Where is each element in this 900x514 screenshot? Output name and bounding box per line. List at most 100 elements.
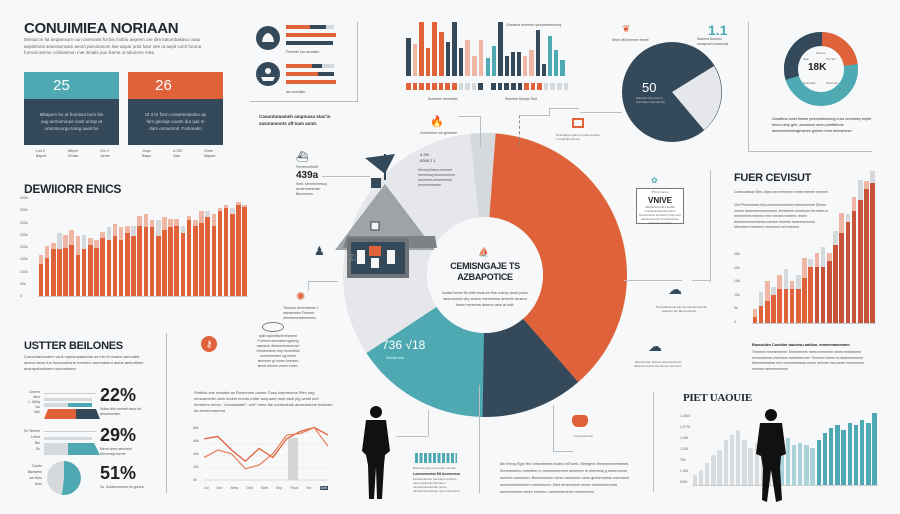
bar (458, 48, 464, 76)
demographics-y-axis: 400k 350k 300k 250k 200k 150k 100k 50k 0 (20, 196, 28, 298)
square-marker (530, 83, 536, 90)
sub-label: Bapom (204, 154, 216, 158)
stat-22-percent: 22% (100, 385, 137, 405)
y-tick: 0 (734, 319, 736, 324)
funnel-label: Cmmm (28, 390, 40, 394)
square-marker (556, 83, 562, 90)
purse-icon (572, 415, 588, 427)
bar (535, 30, 540, 76)
y-tick: 250k (20, 232, 28, 237)
bar (748, 447, 753, 485)
bar (711, 455, 716, 485)
bar (149, 227, 155, 296)
bar (764, 300, 770, 323)
square-marker (543, 83, 549, 90)
funnel-2-labels: Ttn Temrm Lfmm Bm Sc (18, 428, 40, 452)
y-tick: 1,0775 (680, 425, 691, 429)
line-chart-y-axis: 80k 60k 40k 20k 0k (193, 426, 199, 482)
x-tick: Faun (290, 486, 299, 490)
connector-line (549, 108, 550, 116)
sub-label: Baqm (142, 154, 152, 158)
funnel-label: Nu (35, 405, 40, 409)
bar (851, 211, 857, 323)
house-value: 439a (296, 170, 319, 181)
bottom-right-y-axis: 1,0000 1,0775 1,000 1,000 750 1,000 5000 (680, 414, 690, 484)
bar (180, 233, 186, 296)
bar (445, 42, 451, 76)
y-tick: 5000 (680, 480, 688, 484)
x-tick: Mnfr (260, 486, 268, 490)
square-marker (406, 83, 411, 90)
bar (560, 60, 565, 76)
bar (412, 44, 418, 76)
bar (548, 36, 553, 76)
bottom-left-intro: Comentarimotem oruil mpesmpaesofar ss tr… (24, 354, 144, 371)
square-marker (432, 83, 437, 90)
house-desc: Smb. Mmmnmmtuq aemenmmmdm Bmmmmm (296, 182, 327, 196)
bar (465, 40, 470, 76)
y-tick: 400k (20, 196, 28, 200)
sub-label: & 290 (173, 149, 183, 153)
line-chart-x-axis: Jul Mrv Mmp Dnk Mnfr Sep Faun Nrr Dnb (204, 486, 328, 490)
stat-card-1: 25 Mbapom bu ut frominut torm bin oug ae… (24, 72, 119, 145)
bottom-left-title: USTTER BEILONES (24, 340, 123, 352)
card-2-subs: Jmqu Baqm & 290 Sam Dmm Bapom (142, 149, 215, 159)
y-tick: 0k (193, 478, 197, 482)
key-badge-icon: ⚷ (201, 336, 217, 352)
bar (802, 278, 807, 323)
connector-line (308, 281, 309, 291)
bar (826, 261, 832, 323)
funnel-label: Ttn Temrm (23, 429, 40, 433)
icon-bars-panel: Fmembr fua ammstm aa ommoltm (250, 22, 358, 102)
stat-card-1-body: Mbapom bu ut frominut torm bin oug aemom… (24, 99, 119, 145)
stripe-label: Ptmmmm gm mm mmm mmmm (413, 466, 456, 470)
y-tick: 25k (734, 252, 740, 256)
y-tick: 80k (193, 426, 199, 430)
bar (742, 440, 747, 485)
top-bar-chart-right (486, 20, 566, 76)
bar (425, 48, 431, 76)
bar (771, 295, 776, 323)
bar (168, 227, 173, 296)
vnive-head: TTm mmmm (651, 190, 669, 194)
vnive-title: VNIVE (647, 196, 672, 205)
y-tick: 300k (20, 220, 28, 225)
top-bar-chart-left (406, 20, 486, 76)
bar (223, 208, 229, 296)
key-desc: aplm aplrmlbcft mhmmm Pommm smmatmt agmm… (256, 334, 300, 368)
bar (723, 440, 729, 485)
bar (112, 236, 118, 296)
bar (205, 217, 210, 296)
bar (186, 219, 192, 296)
square-marker (504, 83, 509, 90)
demographics-bar-chart (38, 180, 248, 297)
bar (517, 52, 522, 76)
bar (38, 263, 44, 296)
bar (193, 225, 198, 296)
pie-label: Csmfn (31, 464, 42, 468)
bar (828, 427, 834, 485)
top-slice-desc: Mmmq fmmm mmomr dmmmnq mmomommm mmmmm dm… (418, 168, 455, 187)
y-tick: 200k (20, 245, 28, 249)
bar (419, 22, 424, 76)
y-tick: 20k (734, 265, 740, 270)
x-tick: Jul (204, 486, 209, 490)
square-marker (485, 83, 490, 90)
x-tick: Dnb (319, 486, 328, 490)
y-tick: 750 (680, 458, 686, 462)
top-bars-right-title: Gmmmol mmmmr qmmdmmmmmq (506, 23, 562, 27)
bar (81, 249, 87, 296)
funnel-label: L. MMq (28, 400, 40, 404)
region-map-icon-2: ☁ (648, 338, 662, 354)
bar (174, 225, 180, 296)
square-marker (497, 83, 503, 90)
line-series (204, 426, 328, 470)
right-chart-desc: Vlsl Phmmmmm tmq mmmmmmmmm mmmmmmm Shmm … (734, 203, 829, 230)
square-marker (524, 83, 529, 90)
x-tick: Mrv (216, 486, 223, 490)
center-title-line1: CEMISNGAJE TS (450, 261, 520, 271)
y-tick: 60k (193, 439, 199, 443)
bar (717, 450, 722, 485)
bottom-right-bar-chart (692, 412, 878, 486)
line-series (204, 426, 328, 463)
